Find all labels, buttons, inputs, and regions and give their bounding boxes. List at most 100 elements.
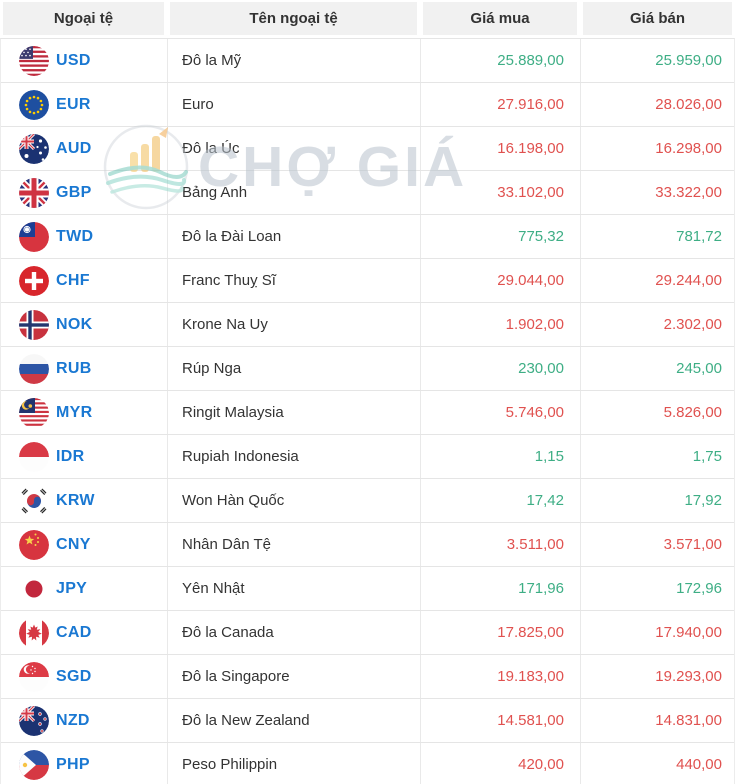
currency-cell: EUR	[1, 83, 167, 126]
buy-price: 33.102,00	[420, 171, 580, 214]
buy-price: 171,96	[420, 567, 580, 610]
sell-price: 33.322,00	[580, 171, 734, 214]
flag-icon-idr	[19, 441, 49, 472]
sell-price: 14.831,00	[580, 699, 734, 742]
currency-row[interactable]: AUD Đô la Úc 16.198,00 16.298,00	[1, 127, 734, 171]
currency-cell: SGD	[1, 655, 167, 698]
currency-name: Rupiah Indonesia	[167, 435, 420, 478]
flag-icon-eur	[19, 89, 49, 120]
currency-cell: CNY	[1, 523, 167, 566]
flag-icon-chf	[19, 265, 49, 296]
flag-icon-twd	[19, 221, 49, 252]
currency-name: Đô la Mỹ	[167, 39, 420, 82]
sell-price: 172,96	[580, 567, 734, 610]
buy-price: 1,15	[420, 435, 580, 478]
header-label-buy-price: Giá mua	[423, 2, 577, 35]
currency-code-link[interactable]: EUR	[56, 95, 91, 113]
currency-name: Đô la Canada	[167, 611, 420, 654]
flag-icon-gbp	[19, 177, 49, 208]
sell-price: 17.940,00	[580, 611, 734, 654]
currency-row[interactable]: TWD Đô la Đài Loan 775,32 781,72	[1, 215, 734, 259]
currency-row[interactable]: USD Đô la Mỹ 25.889,00 25.959,00	[1, 39, 734, 83]
currency-code-link[interactable]: JPY	[56, 579, 88, 597]
currency-cell: TWD	[1, 215, 167, 258]
currency-code-link[interactable]: NZD	[56, 711, 90, 729]
currency-row[interactable]: CHF Franc Thuỵ Sĩ 29.044,00 29.244,00	[1, 259, 734, 303]
flag-icon-aud	[19, 133, 49, 164]
sell-price: 17,92	[580, 479, 734, 522]
currency-row[interactable]: NZD Đô la New Zealand 14.581,00 14.831,0…	[1, 699, 734, 743]
currency-row[interactable]: SGD Đô la Singapore 19.183,00 19.293,00	[1, 655, 734, 699]
currency-name: Ringit Malaysia	[167, 391, 420, 434]
currency-row[interactable]: KRW Won Hàn Quốc 17,42 17,92	[1, 479, 734, 523]
currency-row[interactable]: RUB Rúp Nga 230,00 245,00	[1, 347, 734, 391]
flag-icon-jpy	[19, 573, 49, 604]
currency-code-link[interactable]: CHF	[56, 271, 90, 289]
currency-name: Đô la Singapore	[167, 655, 420, 698]
currency-cell: JPY	[1, 567, 167, 610]
currency-code-link[interactable]: GBP	[56, 183, 92, 201]
sell-price: 28.026,00	[580, 83, 734, 126]
currency-cell: CAD	[1, 611, 167, 654]
buy-price: 17.825,00	[420, 611, 580, 654]
flag-icon-nok	[19, 309, 49, 340]
currency-code-link[interactable]: USD	[56, 51, 91, 69]
flag-icon-rub	[19, 353, 49, 384]
buy-price: 16.198,00	[420, 127, 580, 170]
currency-row[interactable]: MYR Ringit Malaysia 5.746,00 5.826,00	[1, 391, 734, 435]
header-cell-buy-price: Giá mua	[420, 0, 580, 38]
currency-row[interactable]: IDR Rupiah Indonesia 1,15 1,75	[1, 435, 734, 479]
currency-code-link[interactable]: PHP	[56, 755, 90, 773]
currency-name: Đô la New Zealand	[167, 699, 420, 742]
sell-price: 16.298,00	[580, 127, 734, 170]
currency-row[interactable]: GBP Bảng Anh 33.102,00 33.322,00	[1, 171, 734, 215]
flag-icon-krw	[19, 485, 49, 516]
buy-price: 420,00	[420, 743, 580, 784]
currency-code-link[interactable]: CAD	[56, 623, 92, 641]
header-label-currency: Ngoại tệ	[3, 2, 164, 35]
currency-name: Peso Philippin	[167, 743, 420, 784]
sell-price: 440,00	[580, 743, 734, 784]
currency-row[interactable]: PHP Peso Philippin 420,00 440,00	[1, 743, 734, 784]
buy-price: 775,32	[420, 215, 580, 258]
sell-price: 25.959,00	[580, 39, 734, 82]
currency-code-link[interactable]: TWD	[56, 227, 94, 245]
flag-icon-sgd	[19, 661, 49, 692]
currency-row[interactable]: CAD Đô la Canada 17.825,00 17.940,00	[1, 611, 734, 655]
currency-code-link[interactable]: CNY	[56, 535, 91, 553]
buy-price: 27.916,00	[420, 83, 580, 126]
currency-code-link[interactable]: NOK	[56, 315, 93, 333]
buy-price: 3.511,00	[420, 523, 580, 566]
header-cell-sell-price: Giá bán	[580, 0, 735, 38]
currency-cell: RUB	[1, 347, 167, 390]
rates-table-body: USD Đô la Mỹ 25.889,00 25.959,00 EUR Eur…	[0, 38, 735, 784]
currency-cell: NOK	[1, 303, 167, 346]
currency-code-link[interactable]: AUD	[56, 139, 92, 157]
currency-row[interactable]: EUR Euro 27.916,00 28.026,00	[1, 83, 734, 127]
header-cell-currency-name: Tên ngoại tệ	[167, 0, 420, 38]
currency-name: Bảng Anh	[167, 171, 420, 214]
header-label-sell-price: Giá bán	[583, 2, 732, 35]
table-header: Ngoại tệ Tên ngoại tệ Giá mua Giá bán	[0, 0, 735, 38]
currency-code-link[interactable]: KRW	[56, 491, 95, 509]
currency-code-link[interactable]: RUB	[56, 359, 92, 377]
buy-price: 1.902,00	[420, 303, 580, 346]
sell-price: 1,75	[580, 435, 734, 478]
sell-price: 29.244,00	[580, 259, 734, 302]
currency-name: Krone Na Uy	[167, 303, 420, 346]
currency-cell: GBP	[1, 171, 167, 214]
flag-icon-cny	[19, 529, 49, 560]
currency-row[interactable]: JPY Yên Nhật 171,96 172,96	[1, 567, 734, 611]
currency-code-link[interactable]: SGD	[56, 667, 92, 685]
currency-code-link[interactable]: IDR	[56, 447, 85, 465]
currency-row[interactable]: CNY Nhân Dân Tệ 3.511,00 3.571,00	[1, 523, 734, 567]
currency-code-link[interactable]: MYR	[56, 403, 93, 421]
flag-icon-php	[19, 749, 49, 780]
buy-price: 14.581,00	[420, 699, 580, 742]
currency-cell: CHF	[1, 259, 167, 302]
header-cell-currency: Ngoại tệ	[0, 0, 167, 38]
sell-price: 781,72	[580, 215, 734, 258]
sell-price: 3.571,00	[580, 523, 734, 566]
currency-row[interactable]: NOK Krone Na Uy 1.902,00 2.302,00	[1, 303, 734, 347]
